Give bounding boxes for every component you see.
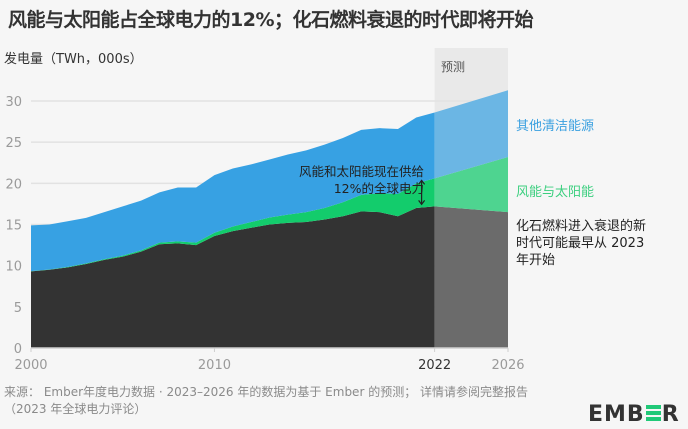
other-clean-area-forecast [434,90,508,179]
share-arrow-icon [418,179,426,206]
logo-green-e-icon [645,404,661,422]
y-axis-label: 发电量（TWh，000s） [4,52,143,67]
chart-title: 风能与太阳能占全球电力的12%；化石燃料衰退的时代即将开始 [8,9,533,31]
logo-text-left: EMB [588,402,645,427]
source-footnote: 来源： Ember年度电力数据 · 2023–2026 年的数据为基于 Embe… [4,385,529,416]
x-tick-label: 2000 [14,358,47,373]
logo-text-right: R [661,402,680,427]
y-tick-label: 10 [5,260,22,275]
forecast-label: 预测 [441,60,466,74]
legend-wind-solar: 风能与太阳能 [516,185,595,200]
y-ticks: 0 5 10 15 20 25 30 [5,95,22,357]
area-series [31,90,508,348]
fossil-area-historical [31,206,435,348]
x-tick-label: 2022 [418,358,451,373]
wind-solar-area-forecast [434,156,508,213]
y-tick-label: 20 [5,177,22,192]
x-tick-label: 2010 [198,358,231,373]
y-tick-label: 0 [14,342,22,357]
y-tick-label: 30 [5,95,22,110]
arrow-head-down [418,200,426,206]
y-tick-label: 15 [5,219,22,234]
annotation-line-1: 风能和太阳能现在供给 [298,164,424,179]
y-tick-label: 25 [5,136,22,151]
ember-logo: EMB R [588,402,680,427]
other-clean-area-historical [31,112,435,272]
fossil-area-forecast [434,206,508,348]
arrow-head-up [418,179,426,185]
legend-fossil: 化石燃料进入衰退的新时代可能最早从 2023 年开始 [516,219,647,268]
y-tick-label: 5 [14,301,22,316]
annotation-line-2: 12%的全球电力 [333,181,424,196]
x-ticks: 2000 2010 2022 2026 [14,348,525,373]
x-tick-label: 2026 [491,358,524,373]
wind-solar-share-annotation: 风能和太阳能现在供给 12%的全球电力 [270,163,424,197]
legend-other-clean: 其他清洁能源 [516,119,595,134]
